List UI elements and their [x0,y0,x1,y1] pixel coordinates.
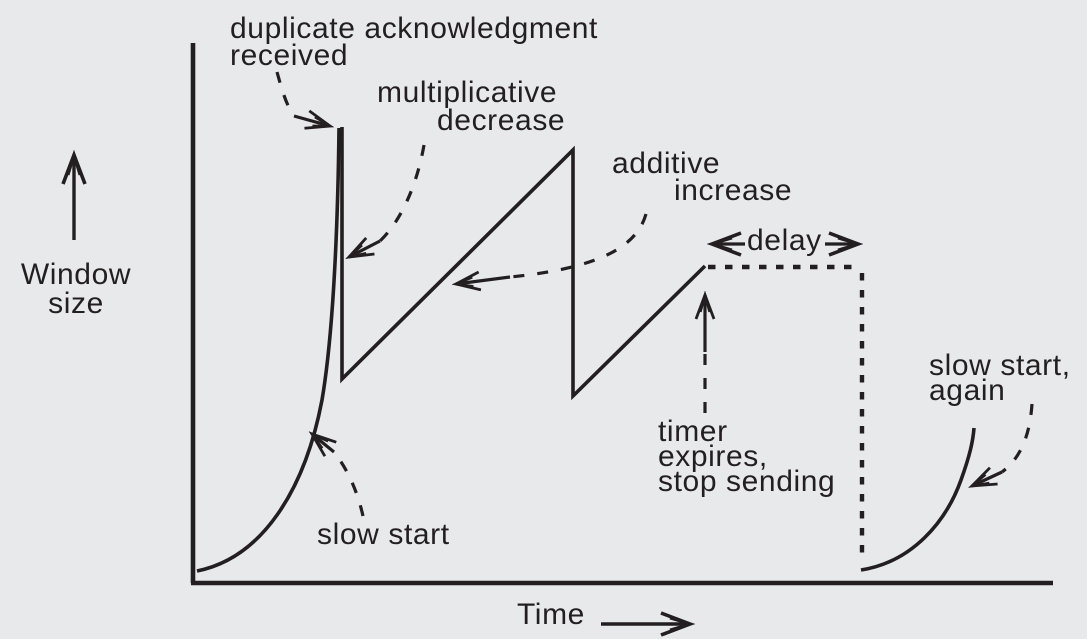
slow-start-arrow-dashed [332,451,365,517]
sawtooth-trace [340,127,707,401]
additive-increase-label-line1: additive [612,147,721,180]
slow-start-arrowhead [312,434,334,452]
duplicate-ack-label-line2: received [230,39,349,72]
multiplicative-decrease-label-line2: decrease [437,104,566,137]
duplicate-ack-arrowhead [293,116,330,126]
multiplicative-decrease-arrow-dashed [378,144,426,243]
additive-increase-arrow-dashed [509,213,648,279]
duplicate-ack-label-line1: duplicate acknowledgment [230,12,598,45]
slow-start-again-arrowhead [972,472,1003,486]
multiplicative-decrease-arrowhead [349,241,381,257]
timer-expires-label-line1: timer [658,415,728,448]
slow-start-again-arrow-dashed [1001,403,1034,474]
y-axis-label-line1: Window [20,258,132,291]
x-axis-label: Time [517,598,585,631]
slow-start-again-label-line1: slow start, [929,349,1071,382]
duplicate-ack-arrow-dashed [275,71,296,117]
slow-start-label: slow start [317,518,450,551]
slow-start-curve [196,127,341,573]
slow-start-again-curve [860,427,976,572]
additive-increase-arrowhead [456,277,511,284]
multiplicative-decrease-label-line1: multiplicative [377,76,558,109]
timer-expires-label-line3: stop sending [658,465,836,498]
timer-expires-label-line2: expires, [658,440,768,473]
slow-start-again-label-line2: again [929,374,1006,407]
y-axis-label-line2: size [48,287,104,320]
delay-label: delay [747,224,822,257]
additive-increase-label-line2: increase [674,174,793,207]
